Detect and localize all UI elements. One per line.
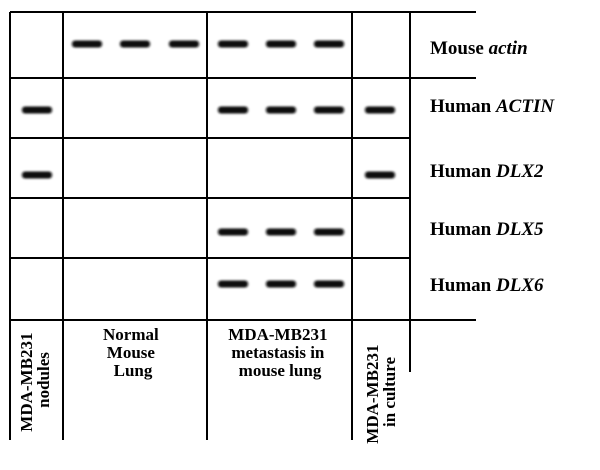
gel-band xyxy=(218,228,248,236)
row-label-gene: DLX5 xyxy=(495,219,544,240)
column-label-line: mouse lung xyxy=(239,361,322,380)
row-label-mouse-actin: Mouse actin xyxy=(430,38,528,59)
gel-band xyxy=(218,280,248,288)
gel-band xyxy=(365,171,395,179)
row-label-gene: ACTIN xyxy=(495,96,555,117)
gel-bands xyxy=(22,40,395,288)
gel-band xyxy=(169,40,199,48)
column-label-line: in culture xyxy=(380,357,399,428)
gel-band xyxy=(120,40,150,48)
gel-band xyxy=(22,171,52,179)
gel-band xyxy=(266,280,296,288)
row-labels: Mouse actin Human ACTIN Human DLX2 Human… xyxy=(430,38,555,296)
row-label-human-actin: Human ACTIN xyxy=(430,96,555,117)
column-label-line: MDA-MB231 xyxy=(228,325,327,344)
row-label-gene: actin xyxy=(489,38,528,59)
column-label-line: Lung xyxy=(114,361,153,380)
gel-band xyxy=(314,280,344,288)
row-label-gene: DLX6 xyxy=(495,275,544,296)
column-label-line: nodules xyxy=(34,352,53,408)
gel-band xyxy=(314,228,344,236)
column-label-line: Normal xyxy=(103,325,159,344)
gel-band xyxy=(365,106,395,114)
column-label-nodules: MDA-MB231 nodules xyxy=(17,328,53,431)
gel-band xyxy=(266,40,296,48)
gel-band xyxy=(22,106,52,114)
column-label-metastasis: MDA-MB231 metastasis in mouse lung xyxy=(228,325,331,380)
row-label-prefix: Human xyxy=(430,275,496,296)
row-label-prefix: Human xyxy=(430,161,496,182)
gel-band xyxy=(72,40,102,48)
column-label-line: MDA-MB231 xyxy=(17,333,36,432)
row-label-gene: DLX2 xyxy=(495,161,544,182)
column-label-normal-lung: Normal Mouse Lung xyxy=(103,325,163,380)
gel-band xyxy=(218,40,248,48)
column-labels: MDA-MB231 nodules Normal Mouse Lung MDA-… xyxy=(17,325,399,444)
column-label-line: Mouse xyxy=(107,343,156,362)
row-label-human-dlx2: Human DLX2 xyxy=(430,161,544,182)
row-label-prefix: Human xyxy=(430,219,496,240)
row-label-prefix: Mouse xyxy=(430,38,489,59)
column-label-line: MDA-MB231 xyxy=(363,345,382,444)
row-label-prefix: Human xyxy=(430,96,496,117)
grid xyxy=(9,11,476,440)
gel-band xyxy=(266,228,296,236)
row-label-human-dlx5: Human DLX5 xyxy=(430,219,544,240)
gel-band xyxy=(314,40,344,48)
gel-band xyxy=(314,106,344,114)
gel-band xyxy=(218,106,248,114)
gel-band xyxy=(266,106,296,114)
column-label-in-culture: MDA-MB231 in culture xyxy=(363,340,399,443)
column-label-line: metastasis in xyxy=(231,343,325,362)
row-label-human-dlx6: Human DLX6 xyxy=(430,275,544,296)
